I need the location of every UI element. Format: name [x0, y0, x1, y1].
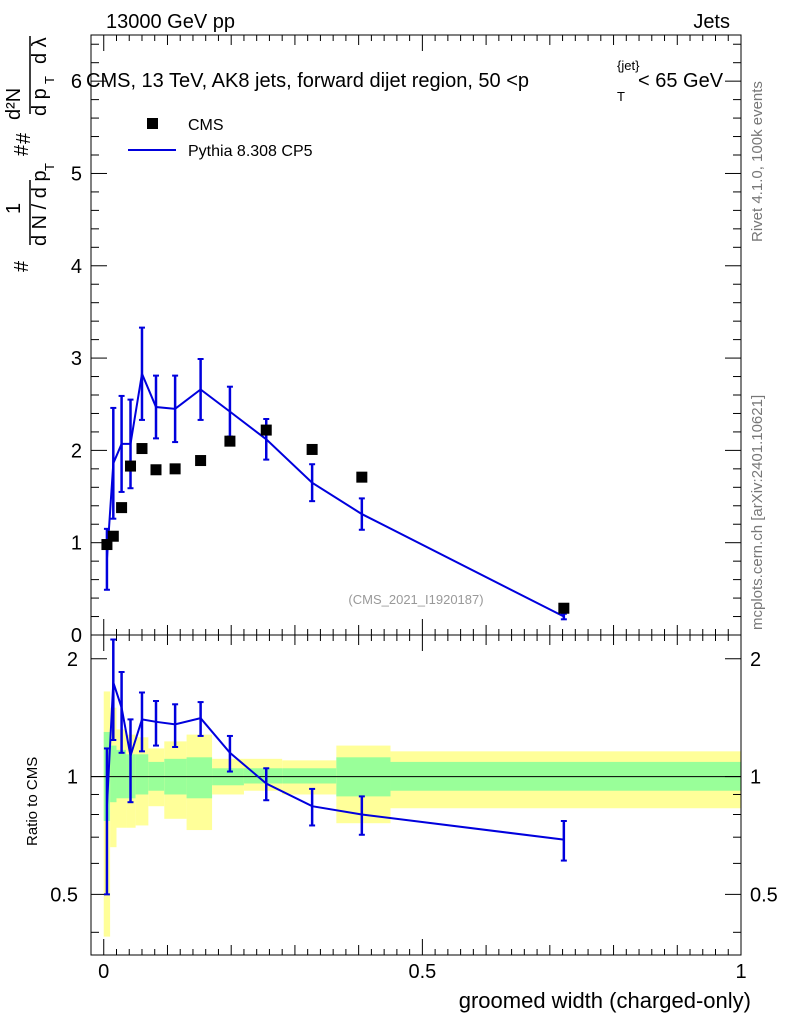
cms-point-1	[107, 530, 119, 542]
x-tick-label-0: 0	[98, 961, 109, 983]
cms-series	[101, 424, 570, 614]
y-tick-label-upper-4: 4	[71, 256, 82, 278]
svg-text:#: #	[11, 260, 33, 272]
y-tick-label-upper-0: 0	[71, 625, 82, 647]
cms-point-0	[101, 539, 113, 551]
svg-text:T: T	[42, 76, 57, 84]
svg-text:1: 1	[3, 203, 25, 214]
jets-label: Jets	[693, 11, 730, 33]
x-axis-label: groomed width (charged-only)	[459, 988, 751, 1013]
cms-point-10	[306, 443, 318, 455]
svg-text:#: #	[11, 144, 33, 156]
energy-label: 13000 GeV pp	[106, 11, 235, 33]
cms-point-5	[150, 464, 162, 476]
y-tick-label-lower-right-0: 0.5	[750, 884, 778, 906]
lower-y-axis-label: Ratio to CMS	[24, 757, 41, 846]
svg-text:d²N: d²N	[3, 88, 25, 120]
ratio-bands	[91, 691, 741, 937]
chart-title-sup: {jet}	[617, 58, 640, 73]
ratio-series	[103, 638, 567, 896]
cms-point-2	[116, 502, 128, 514]
cms-point-7	[195, 455, 207, 467]
cms-point-3	[125, 460, 137, 472]
svg-text:d λ: d λ	[29, 37, 51, 64]
y-tick-label-lower-0: 0.5	[50, 884, 78, 906]
green-band-4	[135, 754, 149, 795]
green-band-1	[110, 745, 117, 803]
green-band-7	[186, 757, 213, 799]
y-tick-label-lower-2: 2	[67, 649, 78, 671]
cms-point-8	[224, 435, 236, 447]
legend-mc-label: Pythia 8.308 CP5	[188, 143, 313, 160]
analysis-watermark: (CMS_2021_I1920187)	[348, 592, 483, 607]
svg-text:d p: d p	[29, 88, 51, 116]
cms-point-12	[558, 602, 570, 614]
y-tick-label-upper-6: 6	[71, 71, 82, 93]
legend-cms-label: CMS	[188, 117, 224, 134]
y-tick-label-lower-right-2: 2	[750, 649, 761, 671]
cms-point-6	[169, 463, 181, 475]
svg-text:#: #	[13, 132, 35, 144]
legend-cms-marker	[147, 118, 158, 129]
y-tick-label-lower-1: 1	[67, 767, 78, 789]
green-band-2	[116, 749, 127, 799]
svg-text:d N / d p: d N / d p	[29, 170, 51, 246]
svg-text:T: T	[42, 163, 57, 171]
chart-title: CMS, 13 TeV, AK8 jets, forward dijet reg…	[86, 70, 529, 92]
rivet-label: Rivet 4.1.0, 100k events	[749, 81, 766, 242]
y-tick-label-upper-5: 5	[71, 163, 82, 185]
y-tick-label-upper-2: 2	[71, 440, 82, 462]
cms-point-4	[136, 443, 148, 455]
cms-point-11	[356, 471, 368, 483]
chart-title-tail: < 65 GeV	[638, 70, 724, 92]
green-band-10	[282, 768, 337, 784]
mcplots-label: mcplots.cern.ch [arXiv:2401.10621]	[749, 395, 766, 630]
y-tick-label-upper-3: 3	[71, 348, 82, 370]
chart-title-sub: T	[617, 89, 625, 104]
cms-point-9	[260, 424, 272, 436]
plot-frames	[90, 34, 742, 956]
x-tick-label-2: 1	[735, 961, 746, 983]
lower-frame	[90, 634, 742, 956]
y-tick-label-upper-1: 1	[71, 533, 82, 555]
upper-y-axis-label: # d N / d p T 1 # d²N # d p T d λ	[3, 36, 57, 272]
x-tick-label-1: 0.5	[408, 961, 436, 983]
axis-ticks: 0 0.5 1 0 1 2 3 4 5 6 0.5 0.5 1 1 2 2	[50, 35, 778, 983]
y-tick-label-lower-right-1: 1	[750, 767, 761, 789]
